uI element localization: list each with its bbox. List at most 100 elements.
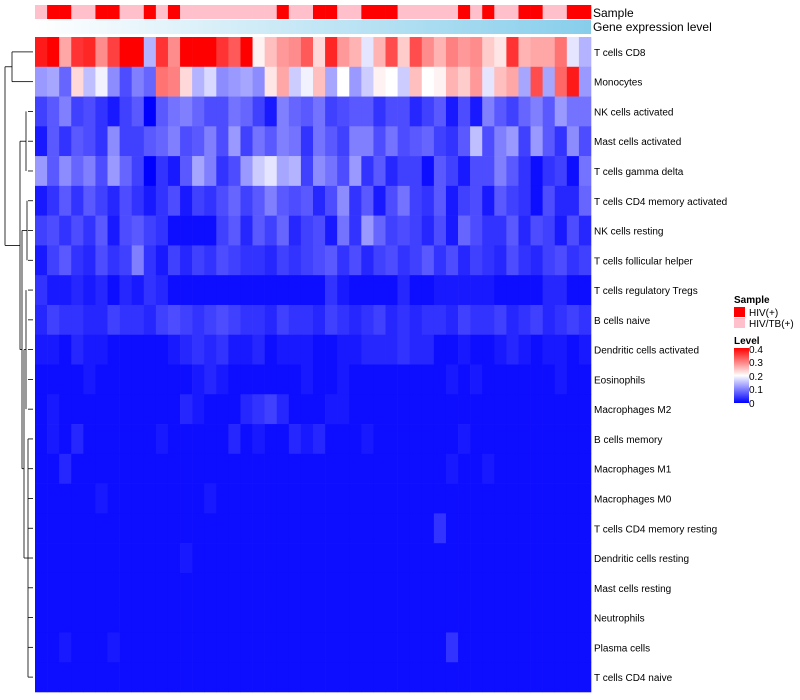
heatmap-cell [433,96,447,127]
heatmap-cell [47,304,60,336]
heatmap-cell [409,245,423,276]
heatmap-cell [35,543,48,574]
legend-tick-0-2: 0.2 [749,372,763,383]
sample-annotation-cell [506,5,519,19]
heatmap-cell [566,394,580,425]
row-label: NK cells activated [594,107,673,118]
heatmap-cell [530,483,543,514]
legend-tick-0: 0 [749,399,755,410]
heatmap-cell [143,602,157,633]
heatmap-cell [542,602,556,633]
heatmap-cell [445,66,459,97]
heatmap-cell [107,66,120,97]
row-label: T cells CD4 memory resting [594,524,717,535]
heatmap-cell [71,156,84,187]
heatmap-cell [578,304,592,336]
heatmap-cell [445,304,459,336]
heatmap-cell [397,304,410,336]
heatmap-cell [470,126,483,157]
heatmap-cell [458,215,471,246]
heatmap-cell [397,543,410,574]
heatmap-cell [325,215,338,246]
heatmap-cell [361,245,374,276]
heatmap-cell [325,37,338,68]
heatmap-cell [47,483,60,514]
heatmap-cell [349,513,362,544]
heatmap-cell [530,156,543,187]
heatmap-cell [313,334,326,365]
heatmap-cell [35,275,48,306]
heatmap-cell [59,572,72,603]
heatmap-cell [47,364,60,395]
heatmap-cell [566,215,580,246]
heatmap-cell [482,37,495,68]
heatmap-cell [578,126,592,157]
heatmap-cell [264,66,278,97]
heatmap-cell [518,215,531,246]
heatmap-cell [470,662,483,693]
heatmap-cell [95,66,108,97]
heatmap-cell [458,632,471,663]
heatmap-cell [35,364,48,395]
heatmap-cell [482,394,495,425]
heatmap-cell [107,215,120,246]
heatmap-cell [542,424,556,455]
heatmap-cell [71,364,84,395]
heatmap-cell [47,215,60,246]
heatmap-cell [216,572,229,603]
heatmap-cell [155,602,169,633]
heatmap-cell [216,602,229,633]
heatmap-cell [47,37,60,68]
heatmap-cell [482,304,495,336]
heatmap-cell [216,126,229,157]
heatmap-cell [385,185,398,216]
heatmap-cell [288,96,302,127]
heatmap-cell [385,126,398,157]
heatmap-cell [204,185,217,216]
heatmap-cell [542,334,556,365]
heatmap-cell [494,632,507,663]
row-label: Eosinophils [594,375,645,386]
heatmap-cell [167,394,181,425]
heatmap-cell [530,304,543,336]
heatmap-cell [458,424,471,455]
heatmap-cell [83,66,96,97]
heatmap-cell [228,453,241,484]
heatmap-cell [530,543,543,574]
heatmap-cell [107,334,120,365]
heatmap-cell [143,483,157,514]
heatmap-cell [180,424,193,455]
heatmap-cell [421,37,435,68]
heatmap-cell [192,37,205,68]
heatmap-cell [59,96,72,127]
heatmap-cell [578,662,592,693]
heatmap-cell [107,394,120,425]
heatmap-cell [155,543,169,574]
heatmap-cell [349,126,362,157]
heatmap-cell [95,245,108,276]
heatmap-cell [167,513,181,544]
heatmap-cell [494,37,507,68]
sample-annotation-cell [204,5,217,19]
heatmap-cell [35,424,48,455]
heatmap-cell [47,394,60,425]
heatmap-cell [373,96,386,127]
row-label: Mast cells activated [594,137,681,148]
heatmap-cell [506,185,519,216]
heatmap-cell [494,156,507,187]
heatmap-cell [506,602,519,633]
heatmap-cell [300,126,314,157]
sample-annotation-cell [228,5,241,19]
heatmap-cell [216,662,229,693]
heatmap-cell [518,453,531,484]
heatmap-cell [300,364,314,395]
heatmap-cell [554,453,568,484]
heatmap-cell [59,543,72,574]
sample-annotation-cell [167,5,181,19]
heatmap-cell [518,334,531,365]
heatmap-cell [167,185,181,216]
heatmap-cell [433,662,447,693]
heatmap-cell [506,632,519,663]
heatmap-cell [192,96,205,127]
heatmap-cell [204,37,217,68]
